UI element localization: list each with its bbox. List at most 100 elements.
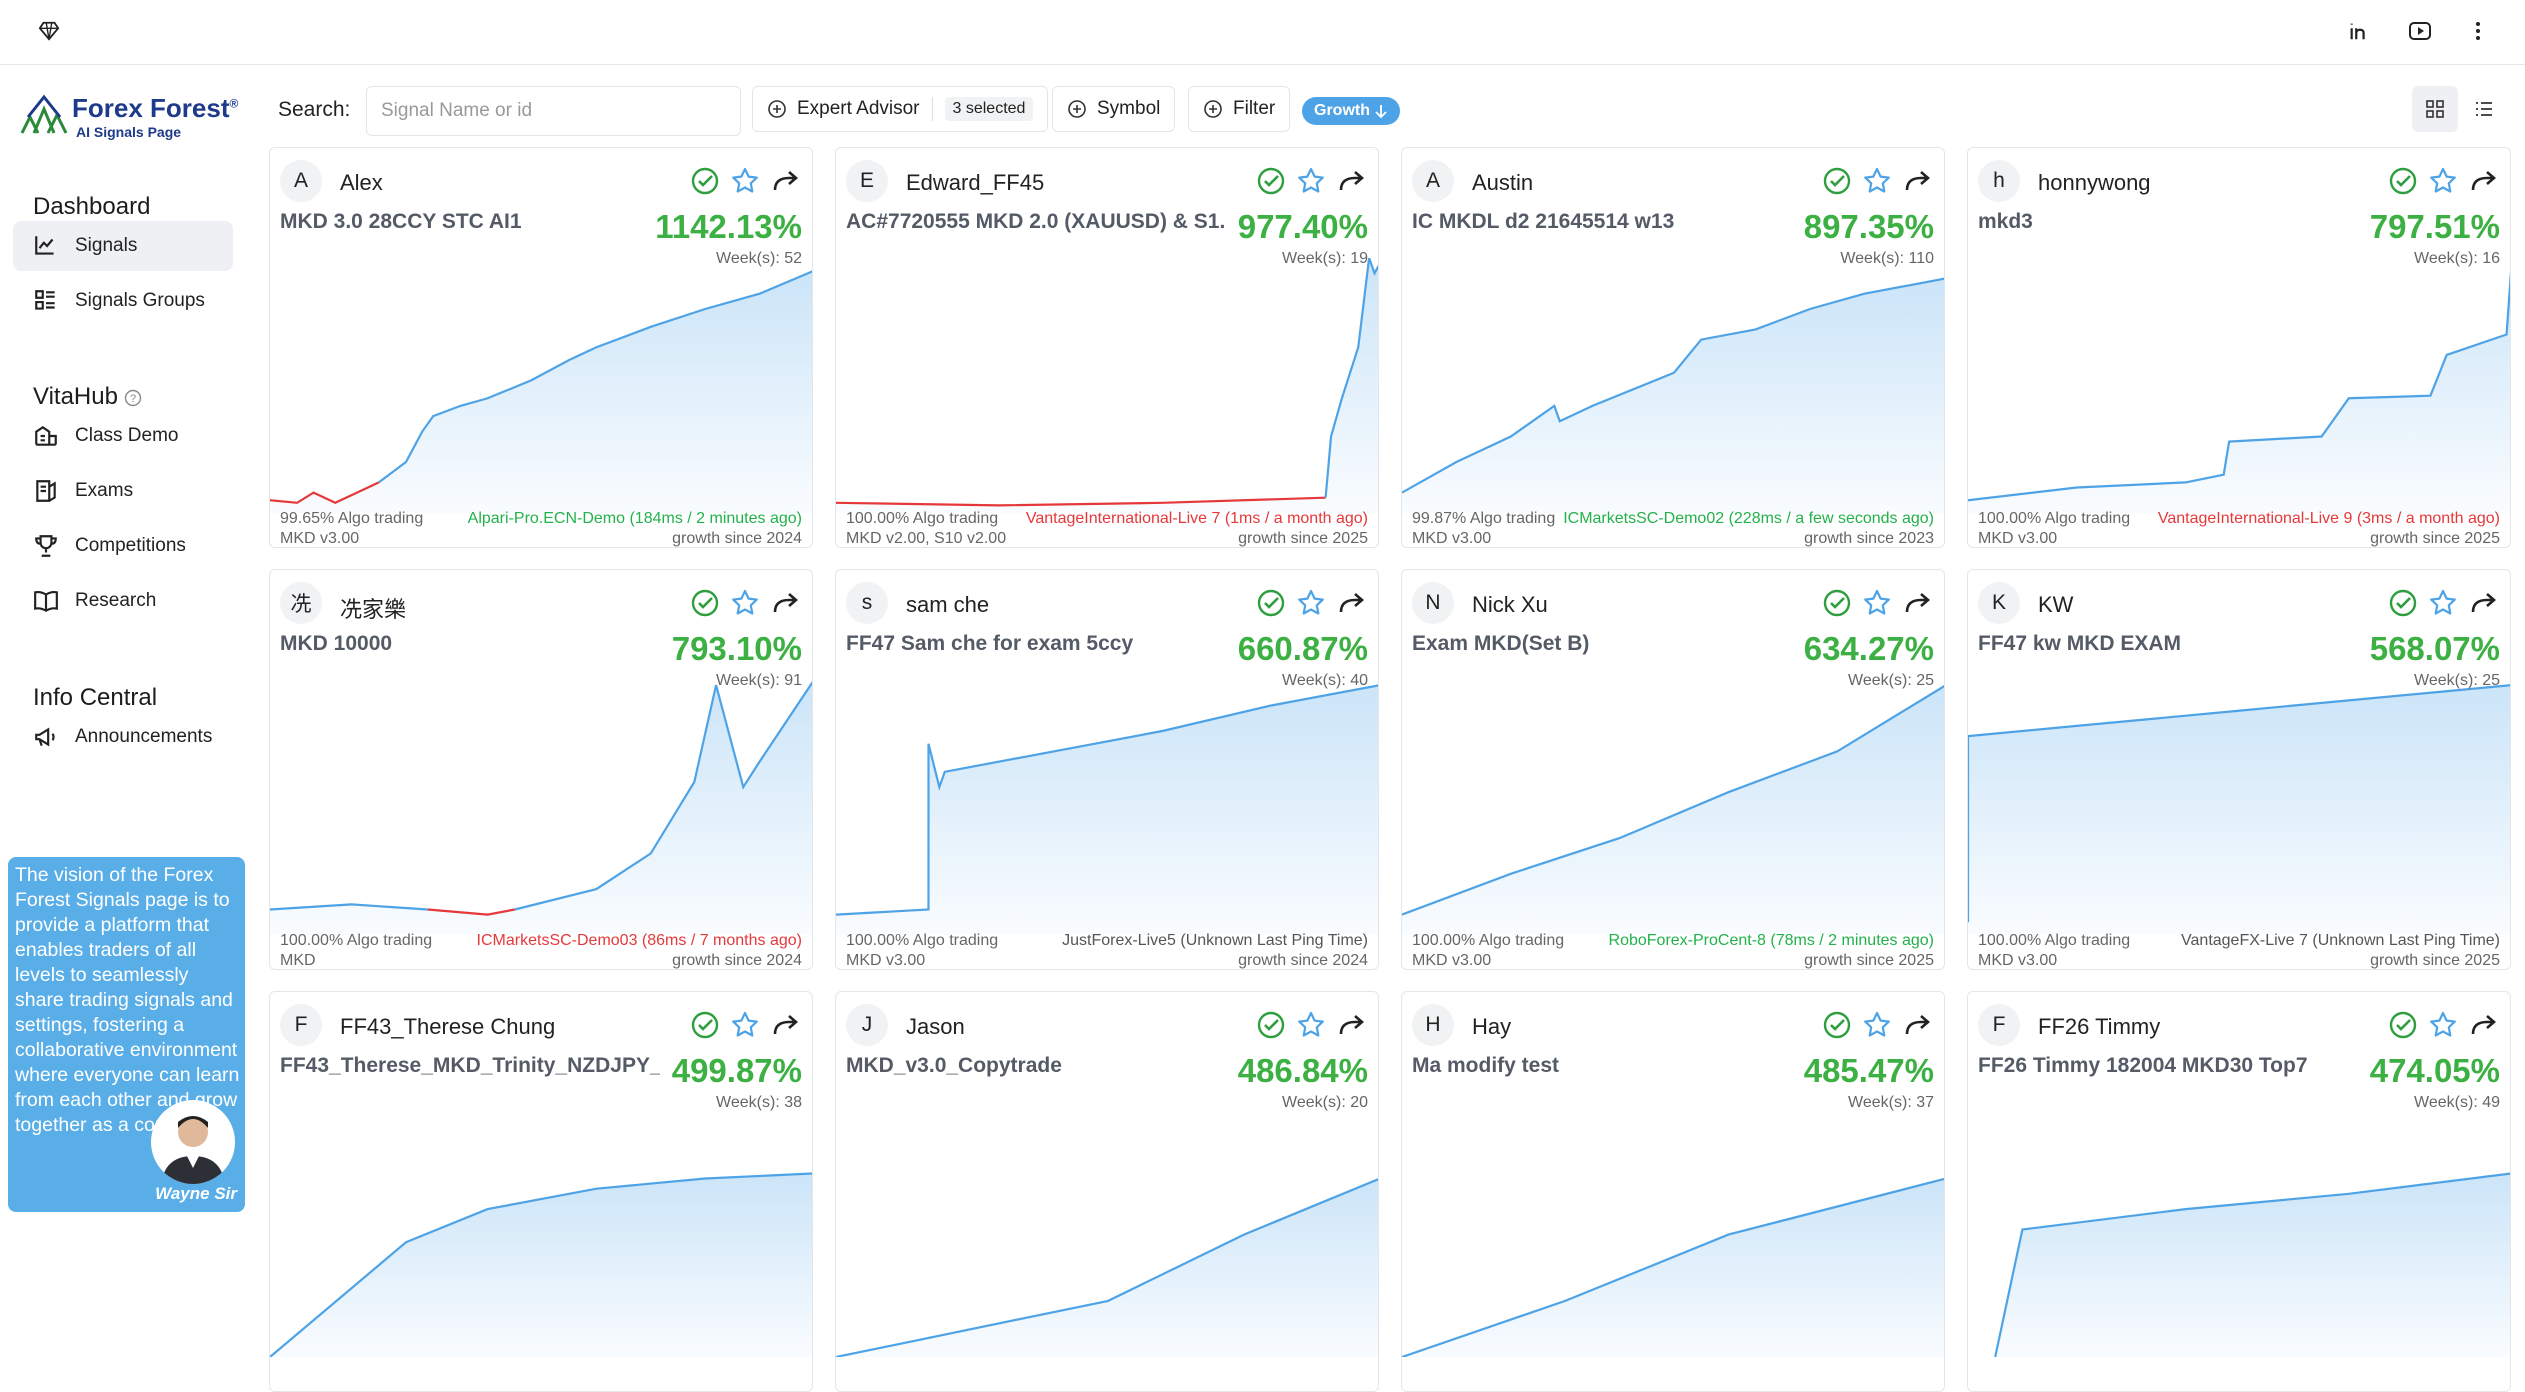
nav-item[interactable]: Exams xyxy=(13,466,233,516)
equity-chart xyxy=(270,1102,813,1357)
favorite-button[interactable] xyxy=(730,588,760,623)
section-title: Info Central xyxy=(33,684,158,711)
signal-owner: 冼家樂 xyxy=(340,597,407,622)
signal-name: IC MKDL d2 21645514 w13 xyxy=(1412,210,1675,233)
verified-icon xyxy=(2388,588,2418,623)
filter-label: Filter xyxy=(1233,98,1276,119)
list-view-button[interactable] xyxy=(2475,100,2493,118)
weeks: Week(s): 40 xyxy=(1282,672,1368,689)
signal-owner: Alex xyxy=(340,170,383,195)
equity-line xyxy=(1995,1173,2511,1357)
sort-chip[interactable]: Growth xyxy=(1302,97,1400,125)
expert-advisor-button[interactable]: Expert Advisor 3 selected xyxy=(752,86,1049,132)
equity-line xyxy=(270,1173,813,1357)
favorite-button[interactable] xyxy=(1296,1010,1326,1045)
grid-view-button[interactable] xyxy=(2412,86,2458,132)
favorite-button[interactable] xyxy=(1296,588,1326,623)
equity-line xyxy=(428,910,515,915)
avatar: E xyxy=(846,160,888,202)
signal-card[interactable]: E Edward_FF45 AC#7720555 MKD 2.0 (XAUUSD) … xyxy=(835,147,1379,548)
server-status: VantageFX-Live 7 (Unknown Last Ping Time… xyxy=(2181,932,2500,949)
signal-card[interactable]: H Hay Ma modify test 485.47% Week(s): 37 xyxy=(1401,991,1945,1392)
share-button[interactable] xyxy=(2468,1010,2498,1045)
nav-item[interactable]: Class Demo xyxy=(13,411,233,461)
equity-line xyxy=(1326,258,1379,498)
signal-card[interactable]: J Jason MKD_v3.0_Copytrade 486.84% Week(s): … xyxy=(835,991,1379,1392)
share-button[interactable] xyxy=(770,1010,800,1045)
signal-card[interactable]: A Alex MKD 3.0 28CCY STC AI1 1142.13% Week(s… xyxy=(269,147,813,548)
weeks: Week(s): 25 xyxy=(2414,672,2500,689)
svg-text:?: ? xyxy=(130,393,136,405)
signal-card[interactable]: h honnywong mkd3 797.51% Week(s): 16 100.00% … xyxy=(1967,147,2511,548)
equity-chart xyxy=(270,680,812,935)
growth-since: growth since 2025 xyxy=(2370,952,2500,969)
symbol-button[interactable]: Symbol xyxy=(1052,86,1176,132)
share-button[interactable] xyxy=(1336,1010,1366,1045)
signal-name: mkd3 xyxy=(1978,210,2033,233)
share-button[interactable] xyxy=(2468,588,2498,623)
equity-chart xyxy=(836,680,1378,935)
nav-item[interactable]: Research xyxy=(13,576,233,626)
brand-logo xyxy=(20,94,68,134)
share-button[interactable] xyxy=(1902,166,1932,201)
favorite-button[interactable] xyxy=(1862,166,1892,201)
nav-item[interactable]: Announcements xyxy=(13,712,233,762)
nav-label: Class Demo xyxy=(75,425,179,446)
favorite-button[interactable] xyxy=(730,166,760,201)
share-button[interactable] xyxy=(1902,1010,1932,1045)
nav-item[interactable]: Signals xyxy=(13,221,233,271)
search-input[interactable]: Signal Name or id xyxy=(366,86,741,136)
equity-line xyxy=(1402,685,1945,915)
favorite-button[interactable] xyxy=(2428,1010,2458,1045)
favorite-button[interactable] xyxy=(1862,1010,1892,1045)
share-button[interactable] xyxy=(1336,166,1366,201)
equity-area xyxy=(836,685,1378,935)
favorite-button[interactable] xyxy=(1862,588,1892,623)
growth-since: growth since 2024 xyxy=(672,952,802,969)
nav-label: Signals Groups xyxy=(75,290,205,311)
linkedin-icon[interactable] xyxy=(2348,20,2370,42)
share-button[interactable] xyxy=(770,166,800,201)
growth-value: 897.35% xyxy=(1803,208,1934,246)
server-status: JustForex-Live5 (Unknown Last Ping Time) xyxy=(1062,932,1368,949)
logo-icon[interactable] xyxy=(38,20,60,42)
signal-card[interactable]: F FF43_Therese Chung FF43_Therese_MKD_Trin… xyxy=(269,991,813,1392)
signal-card[interactable]: s sam che FF47 Sam che for exam 5ccy 660.87… xyxy=(835,569,1379,970)
verified-icon xyxy=(1256,1010,1286,1045)
brand-tagline: AI Signals Page xyxy=(76,124,182,140)
equity-area xyxy=(1968,685,2510,935)
youtube-icon[interactable] xyxy=(2408,20,2432,42)
signal-card[interactable]: A Austin IC MKDL d2 21645514 w13 897.35% Wee… xyxy=(1401,147,1945,548)
growth-value: 634.27% xyxy=(1803,630,1934,668)
nav-item[interactable]: Signals Groups xyxy=(13,276,233,326)
avatar: H xyxy=(1412,1004,1454,1046)
share-button[interactable] xyxy=(2468,166,2498,201)
equity-area xyxy=(1995,1173,2510,1357)
algo-ratio: 100.00% Algo trading xyxy=(1978,932,2131,949)
verified-icon xyxy=(2388,166,2418,201)
favorite-button[interactable] xyxy=(2428,588,2458,623)
signal-card[interactable]: K KW FF47 kw MKD EXAM 568.07% Week(s): 25 100… xyxy=(1967,569,2511,970)
nav-label: Signals xyxy=(75,235,138,256)
equity-area xyxy=(270,683,812,935)
equity-area xyxy=(836,258,1378,513)
nav-item[interactable]: Competitions xyxy=(13,521,233,571)
favorite-button[interactable] xyxy=(730,1010,760,1045)
share-button[interactable] xyxy=(1902,588,1932,623)
more-icon[interactable] xyxy=(2470,20,2486,42)
vision-signature: Wayne Sir xyxy=(155,1184,237,1203)
signal-card[interactable]: F FF26 Timmy FF26 Timmy 182004 MKD30 Top7 4… xyxy=(1967,991,2511,1392)
share-button[interactable] xyxy=(770,588,800,623)
equity-area xyxy=(1402,1179,1944,1357)
share-button[interactable] xyxy=(1336,588,1366,623)
signal-card[interactable]: N Nick Xu Exam MKD(Set B) 634.27% Week(s): 2… xyxy=(1401,569,1945,970)
filter-button[interactable]: Filter xyxy=(1188,86,1291,132)
favorite-button[interactable] xyxy=(1296,166,1326,201)
avatar: F xyxy=(1978,1004,2020,1046)
ea-version: MKD xyxy=(280,952,316,969)
growth-value: 485.47% xyxy=(1803,1052,1934,1090)
selected-badge: 3 selected xyxy=(944,97,1034,121)
signal-name: AC#7720555 MKD 2.0 (XAUUSD) & S1... xyxy=(846,210,1226,233)
favorite-button[interactable] xyxy=(2428,166,2458,201)
signal-card[interactable]: 冼冼家樂 MKD 10000 793.10% Week(s): 91 100.00% A… xyxy=(269,569,813,970)
